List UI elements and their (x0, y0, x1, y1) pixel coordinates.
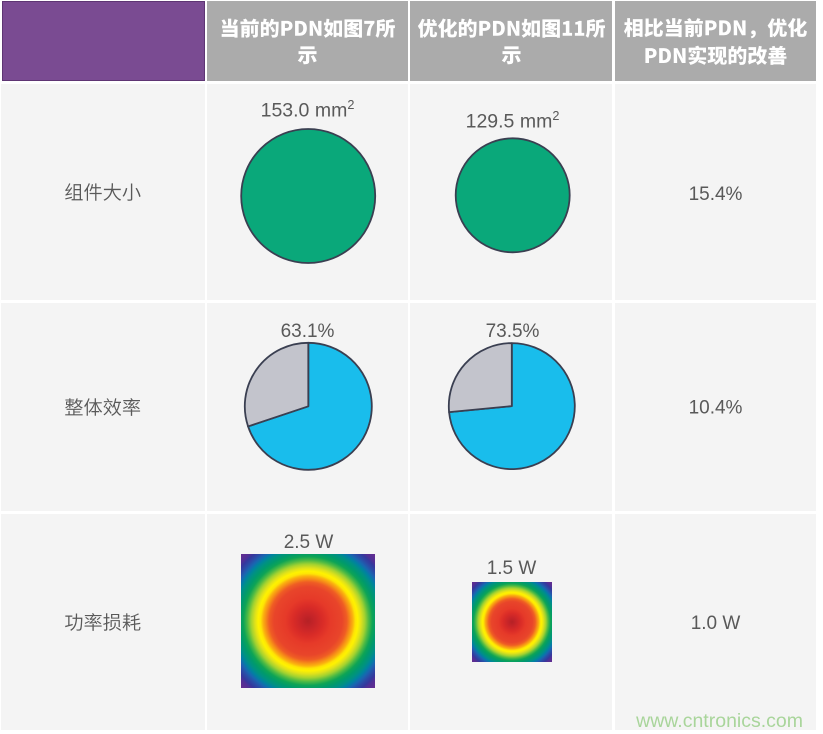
svg-text:73.5%: 73.5% (486, 321, 540, 342)
svg-text:www.cntronics.com: www.cntronics.com (635, 710, 803, 732)
svg-text:63.1%: 63.1% (281, 321, 335, 342)
svg-text:2.5 W: 2.5 W (284, 532, 334, 553)
svg-text:1.0 W: 1.0 W (691, 613, 741, 634)
svg-text:1.5 W: 1.5 W (487, 558, 537, 579)
svg-text:153.0 mm2: 153.0 mm2 (261, 98, 355, 122)
svg-text:129.5 mm2: 129.5 mm2 (466, 109, 560, 133)
svg-text:10.4%: 10.4% (689, 398, 743, 419)
svg-text:15.4%: 15.4% (689, 184, 743, 205)
